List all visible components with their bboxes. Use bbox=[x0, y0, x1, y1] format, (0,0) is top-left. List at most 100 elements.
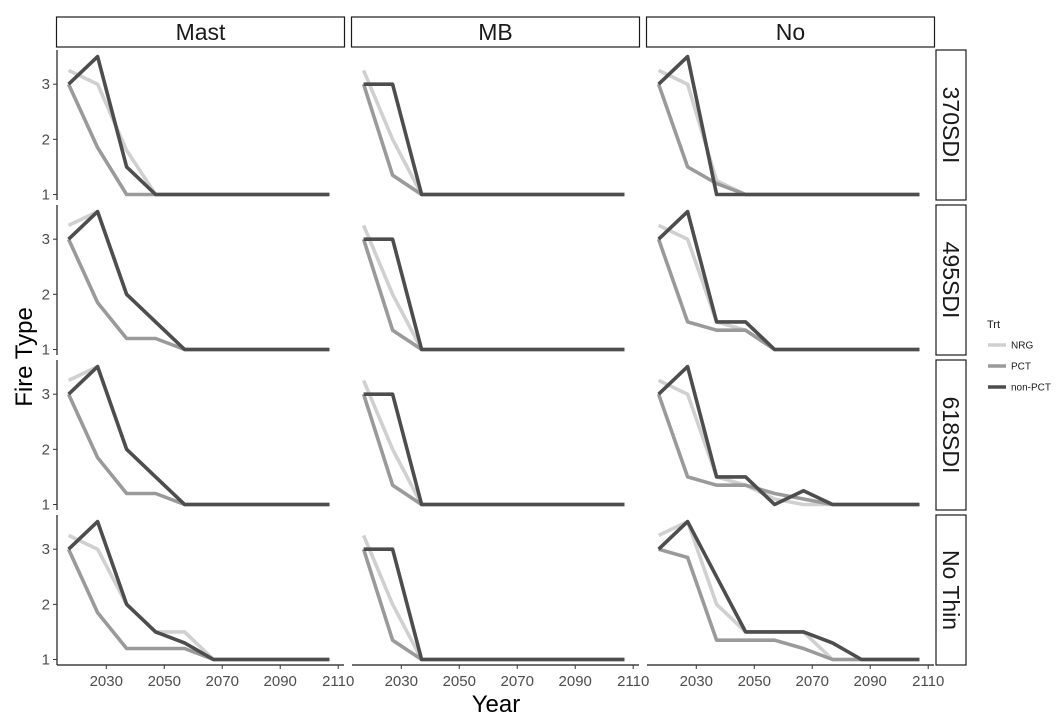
strip-no-thin: No Thin bbox=[935, 514, 967, 666]
y-tick-label: 2 bbox=[42, 441, 50, 458]
y-tick-label: 1 bbox=[42, 651, 50, 668]
series-line-pct bbox=[658, 547, 920, 662]
y-tick-label: 1 bbox=[42, 341, 50, 358]
panel-mb-no-thin bbox=[361, 534, 625, 662]
x-axis-title: Year bbox=[472, 691, 521, 713]
series-line-non-pct bbox=[67, 54, 330, 197]
series-line-pct bbox=[66, 238, 330, 352]
series-line-nrg bbox=[361, 379, 625, 507]
series-line-non-pct bbox=[657, 54, 920, 197]
series-line-non-pct bbox=[657, 364, 920, 507]
strip-no: No bbox=[645, 16, 936, 48]
series-line-non-pct bbox=[67, 364, 330, 507]
legend-label: NRG bbox=[1011, 341, 1033, 352]
y-tick-label: 3 bbox=[42, 76, 50, 93]
legend: Trt NRG PCT non-PCT bbox=[987, 319, 1051, 394]
strip-label: 495SDI bbox=[938, 242, 964, 319]
series-line-nrg bbox=[657, 68, 920, 197]
y-tick-label: 2 bbox=[42, 286, 50, 303]
facet-strips: Mast MB No 370SDI 495SDI 618SDI No Thin bbox=[55, 16, 967, 666]
series-line-non-pct bbox=[657, 209, 920, 352]
x-tick-label: 2110 bbox=[322, 673, 354, 690]
legend-entry-non-pct: non-PCT bbox=[988, 383, 1051, 394]
y-axis-title: Fire Type bbox=[11, 307, 38, 407]
x-tick-label: 2030 bbox=[385, 673, 418, 690]
strip-495sdi: 495SDI bbox=[935, 204, 967, 356]
x-tick-label: 2050 bbox=[443, 673, 476, 690]
series-line-nrg bbox=[67, 209, 330, 352]
series-line-non-pct bbox=[67, 519, 330, 662]
strip-box bbox=[935, 514, 967, 666]
panel-mb-618sdi bbox=[361, 379, 625, 507]
x-axis-mb: 2030 2050 2070 2090 2110 bbox=[352, 664, 649, 690]
strip-box bbox=[55, 16, 346, 48]
strip-label: MB bbox=[478, 19, 513, 45]
x-tick-label: 2070 bbox=[796, 673, 829, 690]
y-axis-370sdi: 1 2 3 bbox=[42, 50, 58, 203]
x-tick-label: 2110 bbox=[912, 673, 944, 690]
strip-box bbox=[935, 204, 967, 356]
legend-label: non-PCT bbox=[1011, 383, 1051, 394]
series-line-nrg bbox=[361, 69, 625, 197]
panels-layer bbox=[66, 54, 920, 662]
x-tick-label: 2110 bbox=[617, 673, 649, 690]
strip-618sdi: 618SDI bbox=[935, 359, 967, 511]
panel-mb-370sdi bbox=[361, 69, 625, 197]
x-tick-label: 2050 bbox=[148, 673, 181, 690]
panel-mast-no-thin bbox=[66, 519, 330, 662]
x-tick-label: 2090 bbox=[854, 673, 887, 690]
legend-entry-nrg: NRG bbox=[988, 341, 1033, 352]
series-line-nrg bbox=[361, 224, 625, 352]
strip-label: Mast bbox=[176, 19, 226, 45]
series-line-non-pct bbox=[657, 519, 920, 662]
series-line-pct bbox=[361, 83, 625, 197]
strip-box bbox=[935, 359, 967, 511]
x-axis-no: 2030 2050 2070 2090 2110 bbox=[647, 664, 944, 690]
series-line-non-pct bbox=[363, 237, 625, 352]
series-line-non-pct bbox=[363, 392, 625, 507]
strip-box bbox=[350, 16, 641, 48]
legend-label: PCT bbox=[1011, 362, 1031, 373]
panel-no-495sdi bbox=[656, 209, 920, 352]
panel-mast-495sdi bbox=[66, 209, 330, 352]
strip-label: 618SDI bbox=[938, 397, 964, 474]
series-line-nrg bbox=[361, 534, 625, 662]
y-axis-495sdi: 1 2 3 bbox=[42, 205, 58, 358]
series-line-pct bbox=[66, 393, 330, 507]
y-tick-label: 2 bbox=[42, 596, 50, 613]
strip-label: 370SDI bbox=[938, 87, 964, 164]
panel-mast-370sdi bbox=[66, 54, 330, 197]
x-tick-label: 2070 bbox=[501, 673, 534, 690]
y-axis-618sdi: 1 2 3 bbox=[42, 360, 58, 513]
x-tick-label: 2030 bbox=[680, 673, 713, 690]
panel-no-618sdi bbox=[656, 364, 920, 507]
x-axis-mast: 2030 2050 2070 2090 2110 bbox=[57, 664, 354, 690]
strip-label: No Thin bbox=[938, 550, 964, 630]
y-tick-label: 1 bbox=[42, 186, 50, 203]
strip-box bbox=[645, 16, 936, 48]
series-line-pct bbox=[361, 238, 625, 352]
axes-layer: 1 2 3 1 2 3 1 2 3 1 2 3 2030 2050 2070 2090 2110 2030 2050… bbox=[42, 50, 944, 690]
series-line-non-pct bbox=[363, 82, 625, 197]
series-line-pct bbox=[361, 548, 625, 662]
panel-mast-618sdi bbox=[66, 364, 330, 507]
x-tick-label: 2090 bbox=[264, 673, 297, 690]
series-line-pct bbox=[361, 393, 625, 507]
y-axis-no-thin: 1 2 3 bbox=[42, 515, 58, 668]
y-tick-label: 2 bbox=[42, 131, 50, 148]
strip-box bbox=[935, 49, 967, 201]
y-tick-label: 3 bbox=[42, 541, 50, 558]
x-tick-label: 2030 bbox=[90, 673, 123, 690]
x-tick-label: 2090 bbox=[559, 673, 592, 690]
x-tick-label: 2070 bbox=[206, 673, 239, 690]
series-line-non-pct bbox=[67, 209, 330, 352]
series-line-non-pct bbox=[363, 547, 625, 662]
panel-no-370sdi bbox=[656, 54, 920, 197]
y-tick-label: 1 bbox=[42, 496, 50, 513]
panel-mb-495sdi bbox=[361, 224, 625, 352]
legend-entry-pct: PCT bbox=[988, 362, 1031, 373]
y-tick-label: 3 bbox=[42, 386, 50, 403]
strip-mast: Mast bbox=[55, 16, 346, 48]
panel-no-no-thin bbox=[657, 519, 920, 662]
